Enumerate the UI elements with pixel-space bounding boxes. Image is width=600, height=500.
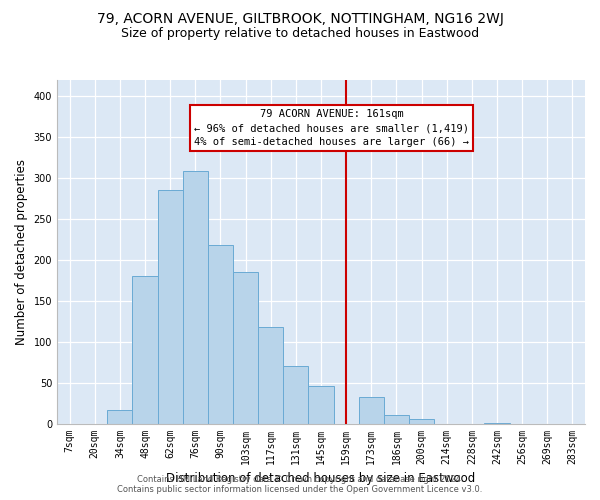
Text: 79 ACORN AVENUE: 161sqm
← 96% of detached houses are smaller (1,419)
4% of semi-: 79 ACORN AVENUE: 161sqm ← 96% of detache… — [194, 109, 469, 147]
Text: Contains HM Land Registry data © Crown copyright and database right 2024.
Contai: Contains HM Land Registry data © Crown c… — [118, 474, 482, 494]
Bar — [409, 420, 434, 424]
Text: Size of property relative to detached houses in Eastwood: Size of property relative to detached ho… — [121, 28, 479, 40]
Bar — [484, 422, 509, 424]
Text: 79, ACORN AVENUE, GILTBROOK, NOTTINGHAM, NG16 2WJ: 79, ACORN AVENUE, GILTBROOK, NOTTINGHAM,… — [97, 12, 503, 26]
Bar — [208, 245, 233, 424]
X-axis label: Distribution of detached houses by size in Eastwood: Distribution of detached houses by size … — [166, 472, 476, 485]
Bar — [283, 366, 308, 424]
Y-axis label: Number of detached properties: Number of detached properties — [15, 159, 28, 345]
Bar — [258, 327, 283, 424]
Bar — [233, 272, 258, 424]
Bar — [183, 171, 208, 423]
Bar — [158, 190, 183, 424]
Bar — [107, 410, 133, 424]
Bar — [133, 276, 158, 424]
Bar — [359, 396, 384, 423]
Bar — [308, 386, 334, 424]
Bar — [384, 414, 409, 424]
